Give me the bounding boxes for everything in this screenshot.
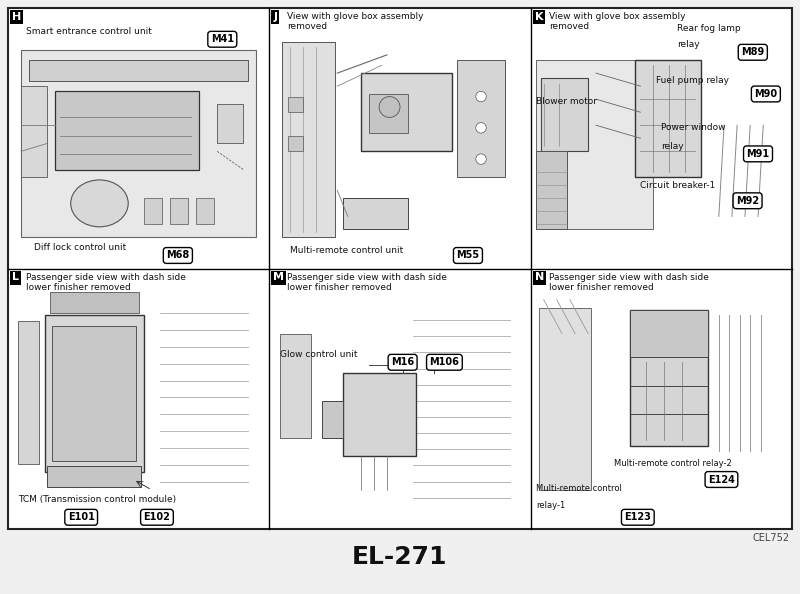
- Text: Multi-remote control relay-2: Multi-remote control relay-2: [614, 459, 732, 469]
- Text: relay-1: relay-1: [536, 501, 565, 510]
- Text: Passenger side view with dash side
lower finisher removed: Passenger side view with dash side lower…: [26, 273, 186, 292]
- Ellipse shape: [379, 97, 400, 118]
- Bar: [369, 94, 408, 133]
- Text: Smart entrance control unit: Smart entrance control unit: [26, 27, 152, 36]
- Text: EL-271: EL-271: [352, 545, 448, 568]
- Bar: [361, 73, 452, 151]
- Ellipse shape: [476, 91, 486, 102]
- Text: L: L: [12, 273, 19, 283]
- Bar: [144, 198, 162, 224]
- Text: M91: M91: [746, 149, 770, 159]
- Bar: [538, 308, 590, 490]
- Text: Passenger side view with dash side
lower finisher removed: Passenger side view with dash side lower…: [287, 273, 447, 292]
- Bar: [170, 198, 188, 224]
- Bar: [322, 402, 342, 438]
- Text: M89: M89: [741, 48, 765, 57]
- Text: View with glove box assembly
removed: View with glove box assembly removed: [287, 12, 424, 31]
- Text: K: K: [534, 12, 543, 22]
- Text: E102: E102: [143, 512, 170, 522]
- Bar: [196, 198, 214, 224]
- Bar: [45, 315, 144, 472]
- Bar: [288, 97, 303, 112]
- Bar: [29, 60, 249, 81]
- Bar: [8, 8, 792, 529]
- Text: Multi-remote control: Multi-remote control: [536, 484, 622, 493]
- Text: Fuel pump relay: Fuel pump relay: [656, 77, 729, 86]
- Text: M55: M55: [456, 251, 479, 261]
- Text: M92: M92: [736, 196, 759, 206]
- Text: J: J: [274, 12, 278, 22]
- Text: E123: E123: [624, 512, 651, 522]
- Ellipse shape: [476, 122, 486, 133]
- Text: Rear fog lamp: Rear fog lamp: [677, 24, 741, 33]
- Text: M106: M106: [430, 357, 459, 367]
- Text: N: N: [534, 273, 544, 283]
- Text: Power window: Power window: [662, 124, 726, 132]
- Bar: [217, 105, 243, 144]
- Text: M: M: [274, 273, 284, 283]
- Text: Glow control unit: Glow control unit: [280, 350, 358, 359]
- Bar: [630, 310, 708, 446]
- Bar: [47, 466, 142, 487]
- Text: E101: E101: [68, 512, 94, 522]
- Text: M41: M41: [210, 34, 234, 45]
- Text: Passenger side view with dash side
lower finisher removed: Passenger side view with dash side lower…: [549, 273, 709, 292]
- Text: Blower motor: Blower motor: [536, 97, 597, 106]
- Bar: [53, 326, 136, 462]
- Bar: [342, 372, 416, 456]
- Text: M16: M16: [391, 357, 414, 367]
- Bar: [21, 86, 47, 178]
- Bar: [50, 292, 138, 313]
- Text: H: H: [12, 12, 22, 22]
- Text: TCM (Transmission control module): TCM (Transmission control module): [18, 495, 177, 504]
- Bar: [21, 50, 256, 237]
- Bar: [635, 60, 701, 178]
- Bar: [536, 151, 567, 229]
- Bar: [288, 135, 303, 151]
- Text: Multi-remote control unit: Multi-remote control unit: [290, 246, 403, 255]
- Text: Diff lock control unit: Diff lock control unit: [34, 243, 126, 252]
- Text: M90: M90: [754, 89, 778, 99]
- Text: Circuit breaker-1: Circuit breaker-1: [641, 181, 716, 189]
- Text: CEL752: CEL752: [753, 533, 790, 543]
- Text: M68: M68: [166, 251, 190, 261]
- Text: View with glove box assembly
removed: View with glove box assembly removed: [549, 12, 685, 31]
- Bar: [458, 60, 505, 178]
- Ellipse shape: [70, 180, 128, 227]
- Bar: [280, 334, 311, 438]
- Bar: [541, 78, 588, 151]
- Bar: [18, 321, 39, 464]
- Bar: [55, 91, 198, 169]
- Bar: [536, 60, 654, 229]
- Text: relay: relay: [677, 40, 700, 49]
- Bar: [282, 42, 334, 237]
- Bar: [342, 198, 408, 229]
- Text: E124: E124: [708, 475, 735, 485]
- Bar: [630, 310, 708, 357]
- Text: relay: relay: [662, 141, 684, 150]
- Ellipse shape: [476, 154, 486, 165]
